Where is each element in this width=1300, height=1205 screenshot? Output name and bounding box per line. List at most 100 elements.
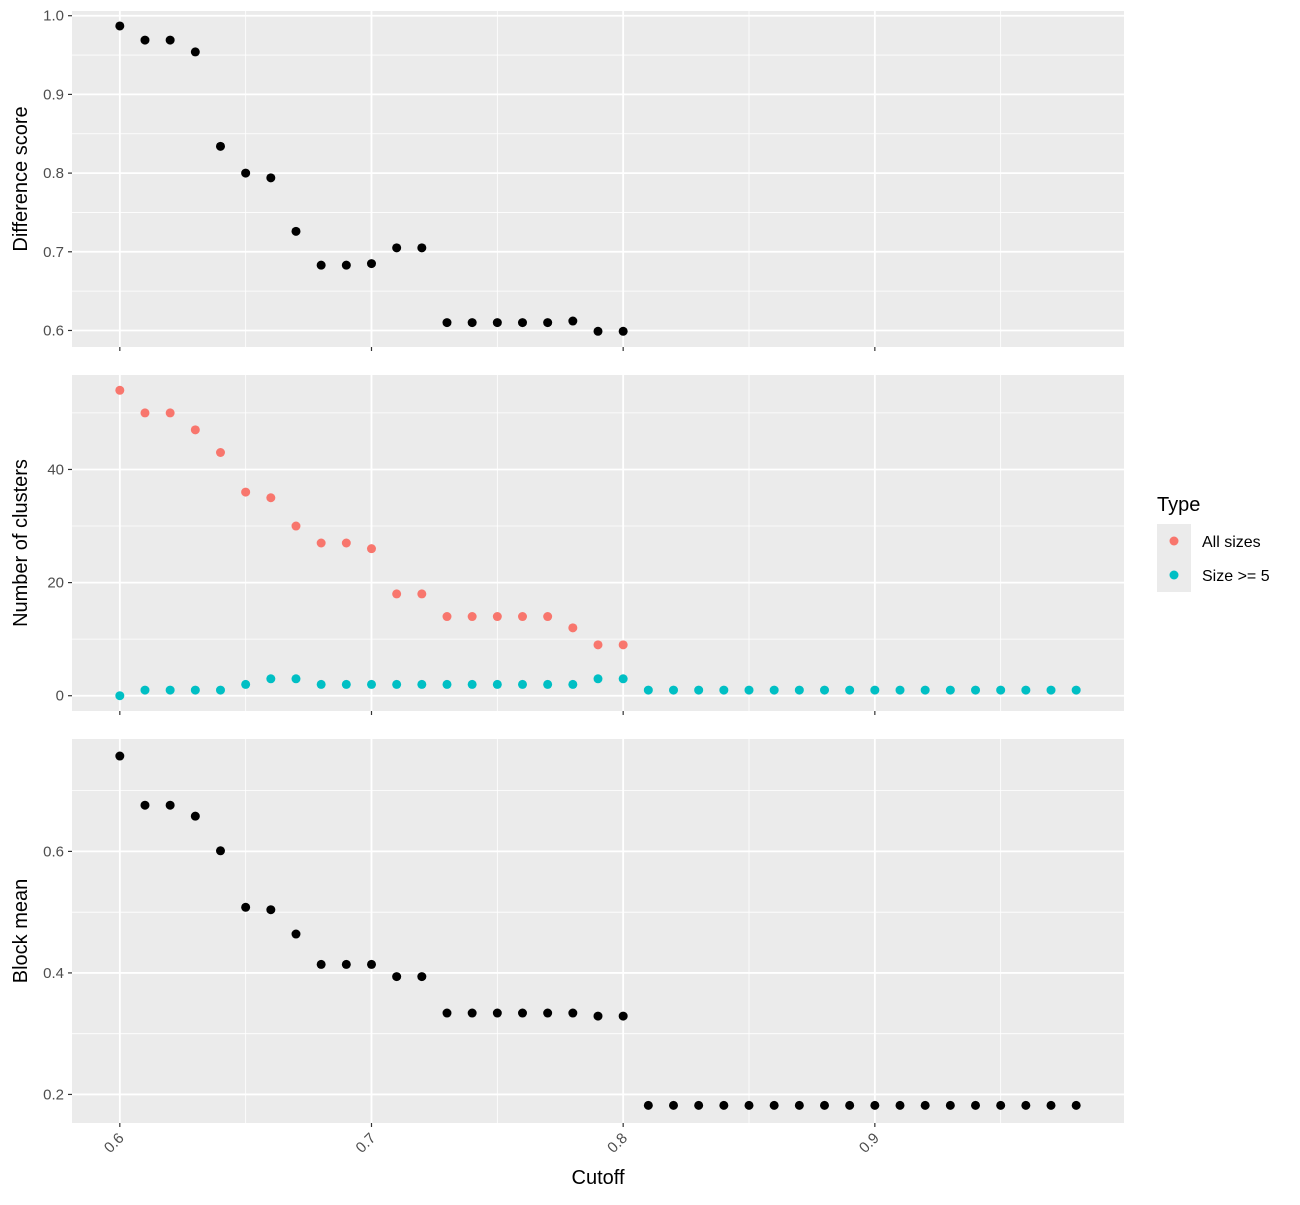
data-point	[694, 685, 704, 695]
y-tick-label: 0.6	[43, 843, 64, 860]
data-point	[165, 685, 175, 695]
data-point	[115, 385, 125, 395]
data-point	[1071, 1100, 1081, 1110]
data-point	[543, 679, 553, 689]
y-tick-label: 0.9	[43, 86, 64, 103]
data-point	[1021, 1100, 1031, 1110]
x-axis-title: Cutoff	[572, 1167, 625, 1189]
legend-marker	[1169, 570, 1179, 580]
y-tick-label: 0.7	[43, 244, 64, 261]
data-point	[215, 141, 225, 151]
data-point	[316, 538, 326, 548]
y-tick-label: 0.6	[43, 322, 64, 339]
data-point	[643, 685, 653, 695]
data-point	[517, 679, 527, 689]
data-point	[1071, 685, 1081, 695]
data-point	[417, 972, 427, 982]
y-tick-label: 0.2	[43, 1086, 64, 1103]
y-tick-label: 20	[47, 575, 64, 592]
data-point	[241, 487, 251, 497]
y-tick-label: 40	[47, 461, 64, 478]
data-point	[492, 679, 502, 689]
data-point	[568, 623, 578, 633]
data-point	[291, 674, 301, 684]
panel-3: 0.2 0.4 0.6 Block mean	[10, 739, 1124, 1127]
data-point	[417, 679, 427, 689]
data-point	[794, 685, 804, 695]
data-point	[593, 326, 603, 336]
data-point	[467, 679, 477, 689]
data-point	[442, 679, 452, 689]
data-point	[517, 318, 527, 328]
data-point	[996, 1100, 1006, 1110]
data-point	[366, 544, 376, 554]
data-point	[593, 640, 603, 650]
data-point	[140, 800, 150, 810]
data-point	[316, 679, 326, 689]
data-point	[165, 35, 175, 45]
data-point	[769, 685, 779, 695]
data-point	[392, 243, 402, 253]
y-tick-label: 0.8	[43, 165, 64, 182]
x-tick-label: 0.7	[353, 1130, 380, 1157]
legend-title: Type	[1157, 494, 1200, 516]
x-tick-label: 0.8	[604, 1130, 631, 1157]
data-point	[1021, 685, 1031, 695]
data-point	[618, 326, 628, 336]
x-tick-label: 0.9	[856, 1130, 883, 1157]
data-point	[920, 685, 930, 695]
data-point	[140, 35, 150, 45]
data-point	[366, 259, 376, 269]
y-tick-label: 0.4	[43, 965, 64, 982]
data-point	[417, 589, 427, 599]
data-point	[1046, 685, 1056, 695]
data-point	[341, 679, 351, 689]
data-point	[945, 685, 955, 695]
x-tick-label: 0.6	[101, 1130, 128, 1157]
data-point	[241, 902, 251, 912]
data-point	[517, 1008, 527, 1018]
data-point	[870, 685, 880, 695]
y-axis-title: Number of clusters	[10, 459, 32, 627]
data-point	[820, 685, 830, 695]
data-point	[568, 316, 578, 326]
data-point	[794, 1100, 804, 1110]
data-point	[920, 1100, 930, 1110]
data-point	[769, 1100, 779, 1110]
data-point	[895, 1100, 905, 1110]
data-point	[870, 1100, 880, 1110]
data-point	[190, 47, 200, 57]
data-point	[341, 260, 351, 270]
y-tick-label: 0	[56, 688, 64, 705]
y-axis-title: Difference score	[10, 106, 32, 251]
data-point	[517, 612, 527, 622]
data-point	[1046, 1100, 1056, 1110]
data-point	[266, 905, 276, 915]
data-point	[618, 640, 628, 650]
data-point	[215, 685, 225, 695]
data-point	[442, 1008, 452, 1018]
data-point	[165, 800, 175, 810]
data-point	[996, 685, 1006, 695]
legend-label: Size >= 5	[1202, 568, 1270, 585]
data-point	[442, 612, 452, 622]
legend-label: All sizes	[1202, 534, 1261, 551]
data-point	[744, 685, 754, 695]
data-point	[643, 1100, 653, 1110]
legend-marker	[1169, 536, 1179, 546]
data-point	[366, 679, 376, 689]
data-point	[165, 408, 175, 418]
data-point	[543, 318, 553, 328]
data-point	[291, 226, 301, 236]
data-point	[593, 1011, 603, 1021]
data-point	[190, 811, 200, 821]
data-point	[316, 959, 326, 969]
data-point	[115, 751, 125, 761]
data-point	[417, 243, 427, 253]
panel-background	[72, 11, 1124, 347]
data-point	[392, 972, 402, 982]
data-point	[215, 846, 225, 856]
data-point	[820, 1100, 830, 1110]
data-point	[392, 679, 402, 689]
